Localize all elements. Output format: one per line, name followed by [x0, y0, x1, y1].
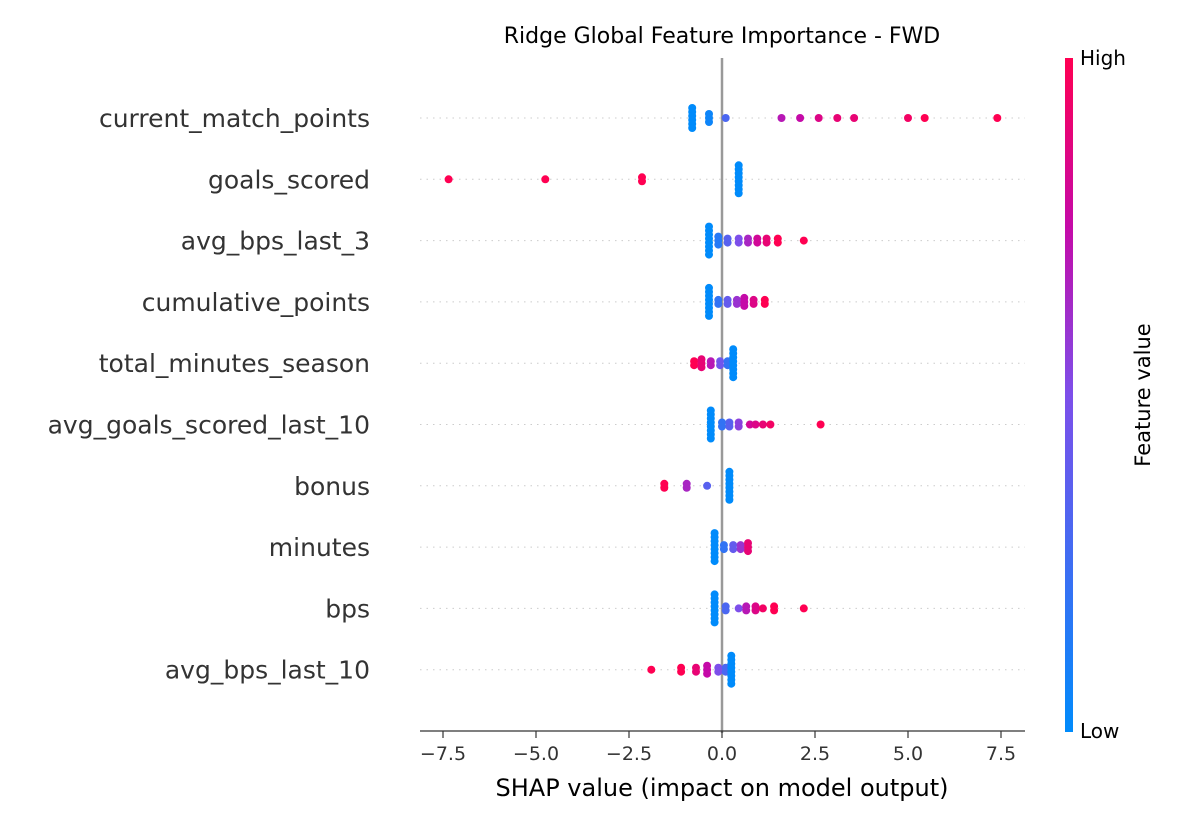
shap-point [690, 361, 699, 370]
shap-point [762, 238, 771, 247]
feature-label: bps [325, 594, 370, 623]
shap-point [705, 311, 713, 320]
feature-label: current_match_points [99, 104, 370, 133]
shap-point [760, 299, 769, 308]
feature-label: avg_bps_last_10 [165, 656, 370, 685]
feature-label: minutes [269, 533, 370, 562]
shap-point [705, 118, 713, 126]
shap-point [734, 189, 743, 198]
shap-point [725, 495, 734, 504]
feature-rows: current_match_points goals_scored avg_bps_… [48, 104, 1025, 685]
x-tick-label: −7.5 [420, 743, 466, 765]
shap-point [647, 665, 656, 674]
shap-point [688, 124, 697, 132]
shap-point [727, 679, 736, 688]
colorbar-title: Feature value [1131, 323, 1155, 466]
shap-point [714, 240, 723, 249]
shap-point [745, 420, 754, 429]
shap-point [660, 483, 669, 492]
shap-point [993, 114, 1002, 122]
shap-point [716, 361, 725, 370]
shap-point [740, 301, 749, 310]
shap-point [796, 114, 805, 122]
shap-point [758, 604, 767, 613]
shap-point [920, 114, 929, 122]
shap-point [719, 545, 728, 554]
shap-point [638, 177, 646, 186]
shap-point [444, 175, 453, 184]
x-tick-label: −2.5 [606, 743, 652, 765]
shap-point [751, 606, 760, 615]
shap-point [682, 483, 691, 492]
shap-point [714, 667, 723, 676]
shap-point [799, 236, 808, 245]
shap-point [714, 299, 723, 308]
colorbar-high-label: High [1080, 46, 1126, 70]
shap-point [703, 481, 712, 490]
shap-point [736, 545, 745, 554]
shap-point [749, 299, 758, 308]
shap-point [723, 361, 732, 370]
shap-point [732, 299, 741, 308]
shap-point [904, 114, 912, 122]
feature-label: avg_goals_scored_last_10 [48, 411, 370, 440]
feature-label: total_minutes_season [99, 349, 370, 378]
shap-point [766, 420, 775, 429]
shap-point [721, 114, 730, 122]
x-tick-label: 5.0 [893, 743, 923, 765]
shap-point [773, 238, 782, 247]
shap-point [729, 373, 738, 382]
feature-label: avg_bps_last_3 [181, 227, 370, 256]
colorbar [1065, 58, 1073, 732]
shap-point [799, 604, 808, 613]
shap-point [734, 238, 743, 247]
shap-point [710, 618, 719, 627]
shap-point [758, 420, 767, 429]
shap-point [734, 604, 743, 613]
shap-point [710, 557, 719, 566]
x-tick-label: 0.0 [707, 743, 737, 765]
shap-point [706, 434, 715, 443]
shap-point [777, 114, 786, 122]
shap-point [692, 667, 700, 676]
feature-label: goals_scored [208, 165, 370, 194]
shap-point [677, 667, 686, 676]
shap-point [814, 114, 823, 122]
shap-point [725, 422, 734, 431]
shap-point [706, 361, 715, 370]
shap-point [721, 667, 730, 676]
shap-point [703, 669, 712, 678]
shap-point [729, 545, 738, 554]
x-tick-label: 7.5 [986, 743, 1016, 765]
shap-point [721, 606, 730, 615]
shap-point [770, 606, 779, 615]
shap-point [697, 363, 706, 372]
shap-point [753, 238, 762, 247]
shap-point [723, 238, 732, 247]
shap-point [850, 114, 859, 122]
shap-point [742, 606, 751, 615]
shap-point [723, 299, 732, 308]
shap-points [444, 104, 1002, 688]
feature-label: bonus [294, 472, 370, 501]
shap-point [744, 547, 752, 556]
shap-point [744, 238, 752, 247]
shap-point [751, 420, 760, 429]
shap-point [541, 175, 550, 184]
shap-point [833, 114, 842, 122]
shap-point [816, 420, 825, 429]
shap-point [705, 250, 713, 259]
x-tick-label: 2.5 [800, 743, 830, 765]
chart-title: Ridge Global Feature Importance - FWD [504, 24, 941, 49]
x-axis-ticks: −7.5 −5.0 −2.5 0.0 2.5 5.0 7.5 [420, 731, 1016, 765]
x-tick-label: −5.0 [513, 743, 559, 765]
shap-point [718, 422, 726, 431]
colorbar-low-label: Low [1080, 719, 1119, 743]
x-axis-label: SHAP value (impact on model output) [496, 774, 949, 802]
shap-point [734, 422, 743, 431]
feature-label: cumulative_points [142, 288, 370, 317]
